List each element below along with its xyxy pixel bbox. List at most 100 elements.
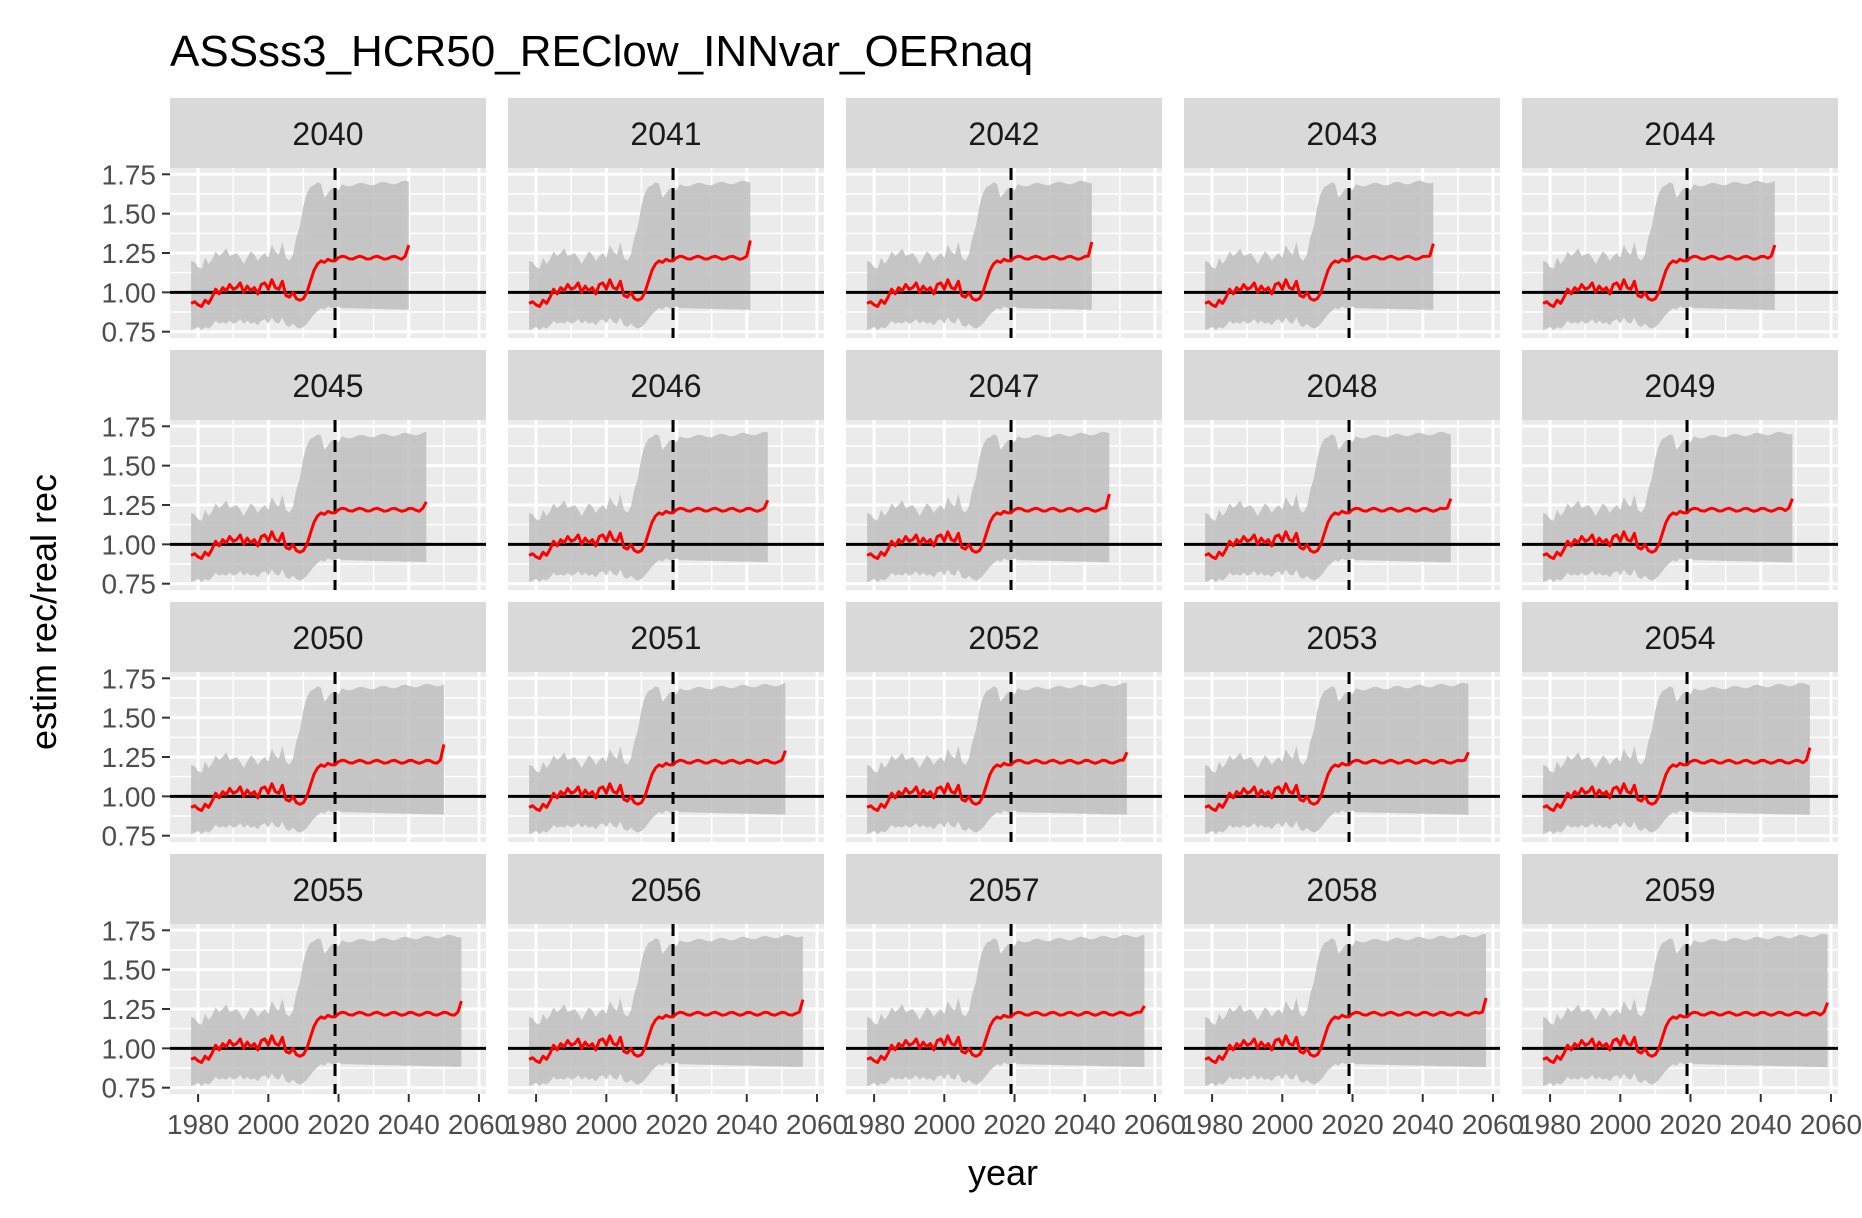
y-tick-label: 0.75 bbox=[102, 317, 157, 348]
series-line bbox=[190, 244, 411, 308]
facet-strip bbox=[508, 854, 824, 924]
facet-label: 2051 bbox=[630, 620, 701, 656]
facet-label: 2048 bbox=[1306, 368, 1377, 404]
x-axis-title: year bbox=[968, 1152, 1038, 1193]
facet-panel: 2055 0.75 1.00 1.25 1.50 1.75 1980 2000 2020 2040… bbox=[102, 854, 510, 1140]
facet-strip bbox=[1522, 854, 1838, 924]
x-tick-label: 1980 bbox=[1519, 1109, 1581, 1140]
facet-panel: 2043 bbox=[1184, 98, 1500, 338]
facet-strip bbox=[846, 602, 1162, 672]
series-line bbox=[528, 750, 787, 812]
y-tick-label: 1.00 bbox=[102, 529, 157, 560]
x-tick-label: 2000 bbox=[237, 1109, 299, 1140]
x-tick-label: 2020 bbox=[1321, 1109, 1383, 1140]
facet-panel: 2050 0.75 1.00 1.25 1.50 1.75 bbox=[102, 602, 486, 852]
x-tick-label: 1980 bbox=[1181, 1109, 1243, 1140]
facet-strip bbox=[1522, 602, 1838, 672]
facet-strip bbox=[508, 602, 824, 672]
facet-strip bbox=[170, 602, 486, 672]
series-line bbox=[1542, 1002, 1829, 1064]
facet-label: 2053 bbox=[1306, 620, 1377, 656]
x-tick-label: 2000 bbox=[1251, 1109, 1313, 1140]
facet-strip bbox=[1184, 98, 1500, 168]
facet-strip bbox=[1184, 854, 1500, 924]
facet-panel: 2040 0.75 1.00 1.25 1.50 1.75 bbox=[102, 98, 486, 348]
y-tick-label: 1.50 bbox=[102, 955, 157, 986]
facet-panel: 2056 1980 2000 2020 2040 2060 bbox=[505, 854, 848, 1140]
facet-strip bbox=[846, 854, 1162, 924]
series-line bbox=[190, 744, 446, 812]
facet-panel: 2054 bbox=[1522, 602, 1838, 842]
facet-strip bbox=[170, 350, 486, 420]
x-tick-label: 2000 bbox=[1589, 1109, 1651, 1140]
x-tick-label: 2040 bbox=[716, 1109, 778, 1140]
facet-label: 2049 bbox=[1644, 368, 1715, 404]
x-tick-label: 2040 bbox=[1730, 1109, 1792, 1140]
chart-title: ASSss3_HCR50_REClow_INNvar_OERnaq bbox=[170, 27, 1033, 76]
facet-panel: 2057 1980 2000 2020 2040 2060 bbox=[843, 854, 1186, 1140]
x-tick-label: 2020 bbox=[983, 1109, 1045, 1140]
x-tick-label: 2060 bbox=[786, 1109, 848, 1140]
x-tick-label: 2000 bbox=[913, 1109, 975, 1140]
facet-strip bbox=[846, 350, 1162, 420]
facet-strip bbox=[846, 98, 1162, 168]
facet-strip bbox=[1184, 350, 1500, 420]
series-line bbox=[1204, 243, 1435, 308]
x-tick-label: 1980 bbox=[843, 1109, 905, 1140]
facet-label: 2050 bbox=[292, 620, 363, 656]
facet-panel: 2047 bbox=[846, 350, 1162, 590]
facet-label: 2047 bbox=[968, 368, 1039, 404]
y-tick-label: 1.50 bbox=[102, 703, 157, 734]
y-tick-label: 1.75 bbox=[102, 411, 157, 442]
x-tick-label: 2040 bbox=[1054, 1109, 1116, 1140]
y-tick-label: 1.00 bbox=[102, 1033, 157, 1064]
y-tick-label: 1.25 bbox=[102, 490, 157, 521]
series-line bbox=[190, 1000, 463, 1064]
y-tick-label: 1.00 bbox=[102, 781, 157, 812]
facet-panel: 2045 0.75 1.00 1.25 1.50 1.75 bbox=[102, 350, 486, 600]
facet-label: 2055 bbox=[292, 872, 363, 908]
x-tick-label: 1980 bbox=[505, 1109, 567, 1140]
series-line bbox=[866, 241, 1094, 308]
series-line bbox=[1204, 751, 1470, 812]
series-line bbox=[1542, 498, 1794, 560]
facet-label: 2057 bbox=[968, 872, 1039, 908]
facet-panel: 2041 bbox=[508, 98, 824, 338]
x-tick-label: 2060 bbox=[1124, 1109, 1186, 1140]
y-tick-label: 0.75 bbox=[102, 569, 157, 600]
facet-panel: 2048 bbox=[1184, 350, 1500, 590]
facet-label: 2044 bbox=[1644, 116, 1715, 152]
facet-strip bbox=[1522, 350, 1838, 420]
y-tick-label: 1.50 bbox=[102, 199, 157, 230]
facet-strip bbox=[508, 350, 824, 420]
series-line bbox=[190, 501, 428, 560]
facet-label: 2043 bbox=[1306, 116, 1377, 152]
x-tick-label: 2020 bbox=[645, 1109, 707, 1140]
facet-panel: 2059 1980 2000 2020 2040 2060 bbox=[1519, 854, 1862, 1140]
facet-panels: 2040 0.75 1.00 1.25 1.50 1.75 2041 2042 2043 2044… bbox=[102, 98, 1862, 1140]
facet-panel: 2046 bbox=[508, 350, 824, 590]
y-tick-label: 1.75 bbox=[102, 915, 157, 946]
x-tick-label: 2000 bbox=[575, 1109, 637, 1140]
x-tick-label: 2060 bbox=[448, 1109, 510, 1140]
facet-label: 2052 bbox=[968, 620, 1039, 656]
series-line bbox=[866, 1005, 1146, 1064]
facet-label: 2058 bbox=[1306, 872, 1377, 908]
facet-label: 2041 bbox=[630, 116, 701, 152]
facet-label: 2042 bbox=[968, 116, 1039, 152]
facet-panel: 2044 bbox=[1522, 98, 1838, 338]
facet-label: 2056 bbox=[630, 872, 701, 908]
facet-panel: 2042 bbox=[846, 98, 1162, 338]
facet-strip bbox=[508, 98, 824, 168]
facet-label: 2045 bbox=[292, 368, 363, 404]
y-tick-label: 1.75 bbox=[102, 159, 157, 190]
y-tick-label: 0.75 bbox=[102, 1073, 157, 1104]
facet-panel: 2053 bbox=[1184, 602, 1500, 842]
facet-label: 2040 bbox=[292, 116, 363, 152]
facet-panel: 2049 bbox=[1522, 350, 1838, 590]
facet-strip bbox=[1184, 602, 1500, 672]
y-tick-label: 1.00 bbox=[102, 277, 157, 308]
series-line bbox=[528, 240, 752, 308]
facet-panel: 2052 bbox=[846, 602, 1162, 842]
